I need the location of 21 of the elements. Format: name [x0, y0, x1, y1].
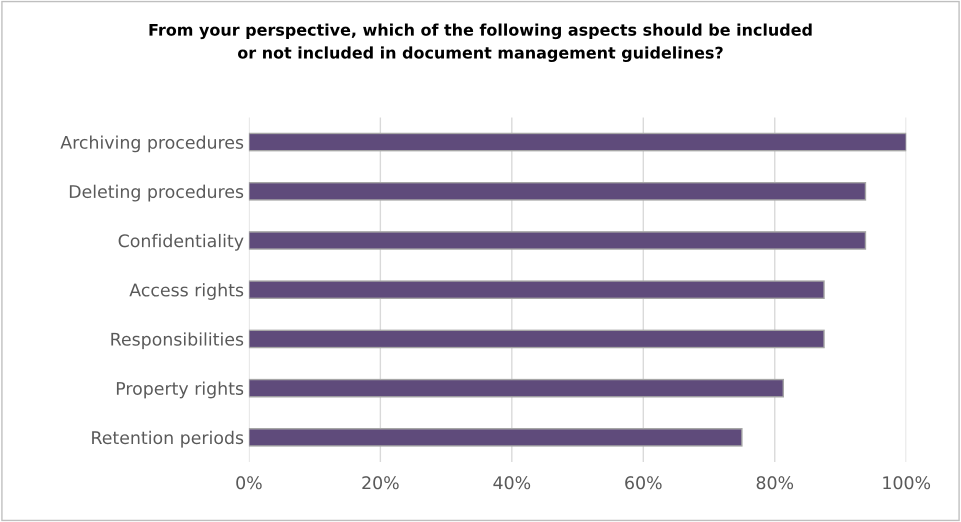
x-tick-label: 60%	[625, 476, 662, 490]
y-tick-label: Access rights	[129, 283, 244, 300]
x-tick-label: 40%	[493, 476, 530, 490]
bar	[248, 182, 866, 201]
x-tick-label: 0%	[236, 476, 262, 490]
y-tick-label: Property rights	[116, 382, 244, 398]
y-tick-label: Deleting procedures	[70, 184, 244, 202]
chart-title: From your perspective, which of the following aspects should be included or not included in document management guidelines?	[150, 23, 812, 62]
bar	[248, 428, 743, 447]
bar	[248, 330, 825, 348]
bar	[248, 280, 825, 300]
x-tick-label: 20%	[362, 476, 399, 490]
x-tick-label: 100%	[883, 476, 930, 490]
y-tick-label: Confidentiality	[118, 234, 244, 251]
x-tick-label: 80%	[756, 476, 794, 490]
y-tick-label: Retention periods	[92, 430, 244, 448]
bar	[248, 378, 784, 398]
y-tick-label: Archiving procedures	[60, 135, 244, 152]
y-tick-label: Responsibilities	[111, 332, 244, 350]
bar	[248, 132, 906, 152]
bar	[248, 231, 866, 250]
